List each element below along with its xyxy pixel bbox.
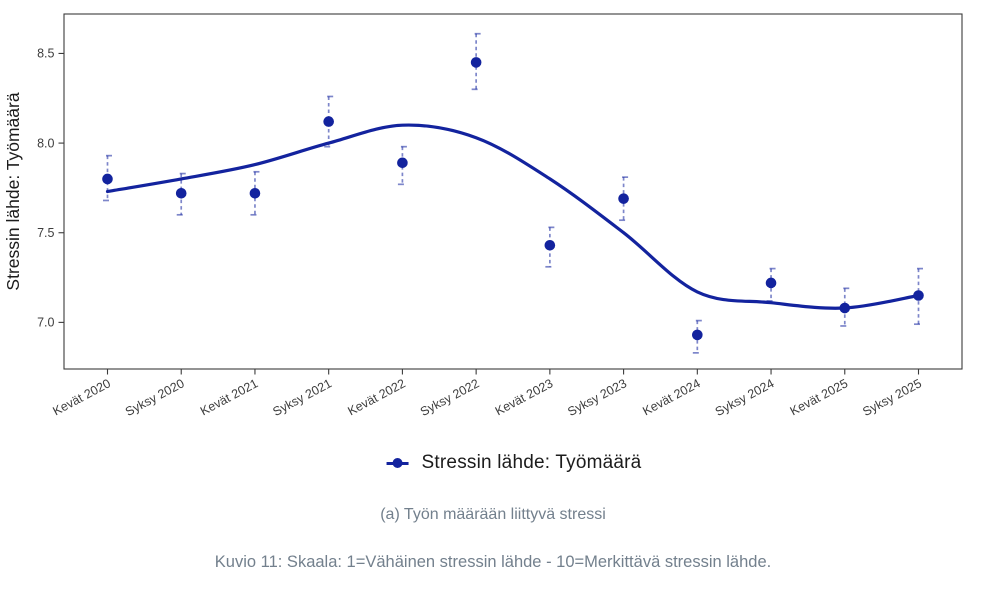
data-point bbox=[765, 277, 777, 289]
y-tick-label: 7.5 bbox=[37, 226, 54, 240]
data-point bbox=[839, 302, 851, 314]
chart-legend: Stressin lähde: Työmäärä bbox=[386, 451, 642, 475]
y-tick-label: 8.5 bbox=[37, 47, 54, 61]
y-axis-title: Stressin lähde: Työmäärä bbox=[3, 92, 23, 290]
plot-panel-border bbox=[63, 13, 963, 370]
x-tick-label: Syksy 2024 bbox=[713, 376, 777, 419]
figure-caption: Kuvio 11: Skaala: 1=Vähäinen stressin lä… bbox=[214, 553, 772, 571]
data-point bbox=[397, 157, 408, 169]
data-point bbox=[249, 187, 261, 199]
legend-label: Stressin lähde: Työmäärä bbox=[421, 452, 642, 473]
x-tick-label: Syksy 2021 bbox=[270, 376, 334, 419]
x-tick-label: Kevät 2020 bbox=[50, 376, 112, 418]
legend-marker-icon bbox=[386, 455, 409, 471]
data-point bbox=[470, 57, 482, 68]
data-point bbox=[913, 290, 924, 301]
data-point bbox=[692, 329, 703, 341]
legend-point-icon bbox=[392, 458, 403, 468]
stress-scatter-chart: Stressin lähde: Työmäärä 7.0 7.5 8.0 8.5 Kev… bbox=[3, 13, 963, 419]
x-tick-label: Syksy 2023 bbox=[565, 376, 629, 419]
x-tick-label: Kevät 2021 bbox=[198, 376, 260, 418]
x-tick-label: Syksy 2025 bbox=[860, 376, 924, 419]
data-point bbox=[544, 239, 556, 251]
plot-area: 7.0 7.5 8.0 8.5 Kevät 2020 Syksy 2020 Kevät 20… bbox=[37, 13, 963, 419]
x-tick-label: Syksy 2020 bbox=[123, 376, 187, 419]
y-tick-label: 8.0 bbox=[37, 136, 54, 150]
trend-line bbox=[105, 123, 921, 310]
y-tick-label: 7.0 bbox=[37, 316, 54, 330]
x-tick-label: Kevät 2023 bbox=[493, 376, 555, 418]
data-point bbox=[323, 116, 334, 127]
x-tick-label: Kevät 2022 bbox=[345, 376, 407, 418]
subfigure-caption: (a) Työn määrään liittyvä stressi bbox=[380, 506, 606, 523]
x-tick-label: Kevät 2024 bbox=[640, 376, 702, 418]
x-tick-label: Syksy 2022 bbox=[418, 376, 482, 419]
data-point bbox=[618, 193, 629, 204]
x-tick-label: Kevät 2025 bbox=[788, 376, 850, 418]
data-point bbox=[175, 187, 187, 199]
data-point bbox=[102, 173, 113, 185]
